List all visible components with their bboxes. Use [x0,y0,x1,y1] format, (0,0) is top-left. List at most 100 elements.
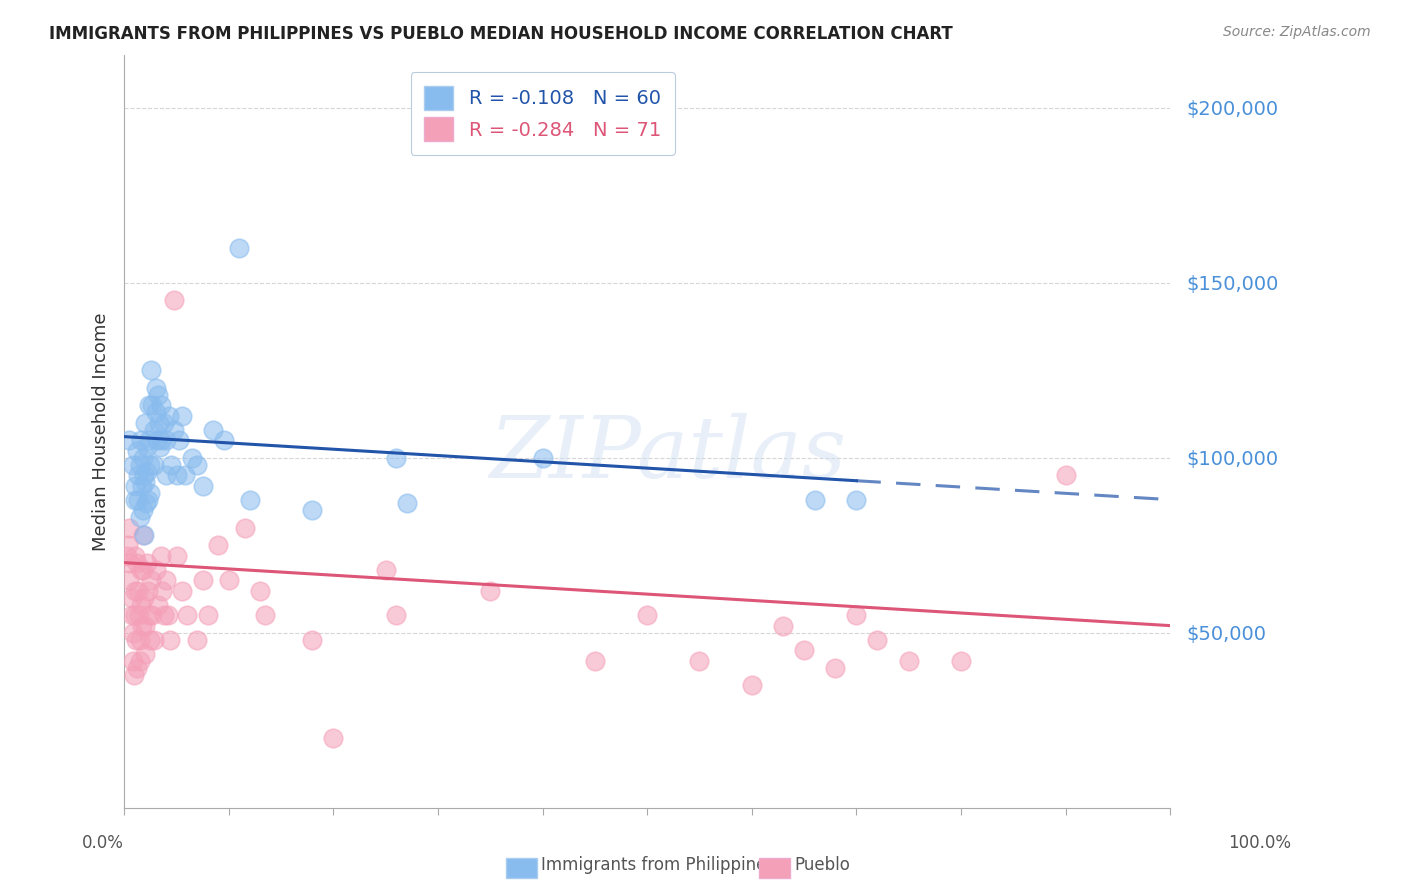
Point [636,608,658,623]
Point [141,608,163,623]
Point [322,731,344,745]
Point [233,521,256,535]
Point [186,632,208,647]
Point [160,458,183,472]
Text: 0.0%: 0.0% [82,834,124,852]
Point [141,398,163,412]
Point [153,608,176,623]
Point [129,654,152,668]
Point [121,608,143,623]
Point [155,468,177,483]
Point [170,583,193,598]
Point [149,549,172,563]
Point [132,527,155,541]
Point [150,583,173,598]
Point [163,423,186,437]
Point [132,450,155,465]
Point [118,521,141,535]
Point [866,632,889,647]
Point [136,556,159,570]
Point [124,549,146,563]
Point [117,549,139,563]
Point [141,573,163,587]
Point [142,458,165,472]
Point [136,440,159,454]
Point [1054,468,1077,483]
Point [125,660,148,674]
Point [479,583,502,598]
Point [197,608,219,623]
Legend: R = -0.108   N = 60, R = -0.284   N = 71: R = -0.108 N = 60, R = -0.284 N = 71 [411,72,675,155]
Point [121,654,143,668]
Point [121,458,143,472]
Point [146,387,169,401]
Point [139,458,162,472]
Point [129,598,152,612]
Point [202,423,225,437]
Point [127,468,149,483]
Point [395,496,418,510]
Point [254,608,277,623]
Point [772,618,794,632]
Text: 100.0%: 100.0% [1227,834,1291,852]
Point [125,632,148,647]
Point [131,478,153,492]
Point [385,608,408,623]
Point [181,450,204,465]
Point [793,643,815,657]
Point [127,583,149,598]
Point [176,608,198,623]
Point [159,632,181,647]
Point [145,563,167,577]
Point [845,492,868,507]
Point [374,563,396,577]
Point [145,433,167,447]
Point [135,496,157,510]
Point [145,405,167,419]
Point [118,573,141,587]
Point [124,608,146,623]
Point [134,416,156,430]
Text: Immigrants from Philippines: Immigrants from Philippines [541,856,776,874]
Point [136,583,159,598]
Point [149,440,172,454]
Point [824,660,846,674]
Point [803,492,825,507]
Point [120,556,142,570]
Point [191,478,214,492]
Point [689,654,711,668]
Text: IMMIGRANTS FROM PHILIPPINES VS PUEBLO MEDIAN HOUSEHOLD INCOME CORRELATION CHART: IMMIGRANTS FROM PHILIPPINES VS PUEBLO ME… [49,25,953,43]
Point [124,478,146,492]
Point [845,608,868,623]
Point [531,450,554,465]
Point [170,409,193,423]
Point [301,503,323,517]
Point [228,241,250,255]
Point [155,573,177,587]
Point [124,492,146,507]
Y-axis label: Median Household Income: Median Household Income [93,312,110,550]
Point [145,381,167,395]
Point [173,468,195,483]
Point [741,678,763,692]
Point [124,583,146,598]
Point [153,416,176,430]
Point [218,573,240,587]
Point [207,538,229,552]
Point [163,293,186,307]
Point [157,409,180,423]
Point [141,363,163,377]
Point [949,654,972,668]
Point [125,556,148,570]
Point [134,618,156,632]
Point [142,423,165,437]
Text: ZIPatlas: ZIPatlas [489,413,846,495]
Point [127,492,149,507]
Point [129,458,152,472]
Point [148,416,170,430]
Point [166,468,188,483]
Point [157,608,180,623]
Point [166,549,188,563]
Point [146,598,169,612]
Point [128,608,150,623]
